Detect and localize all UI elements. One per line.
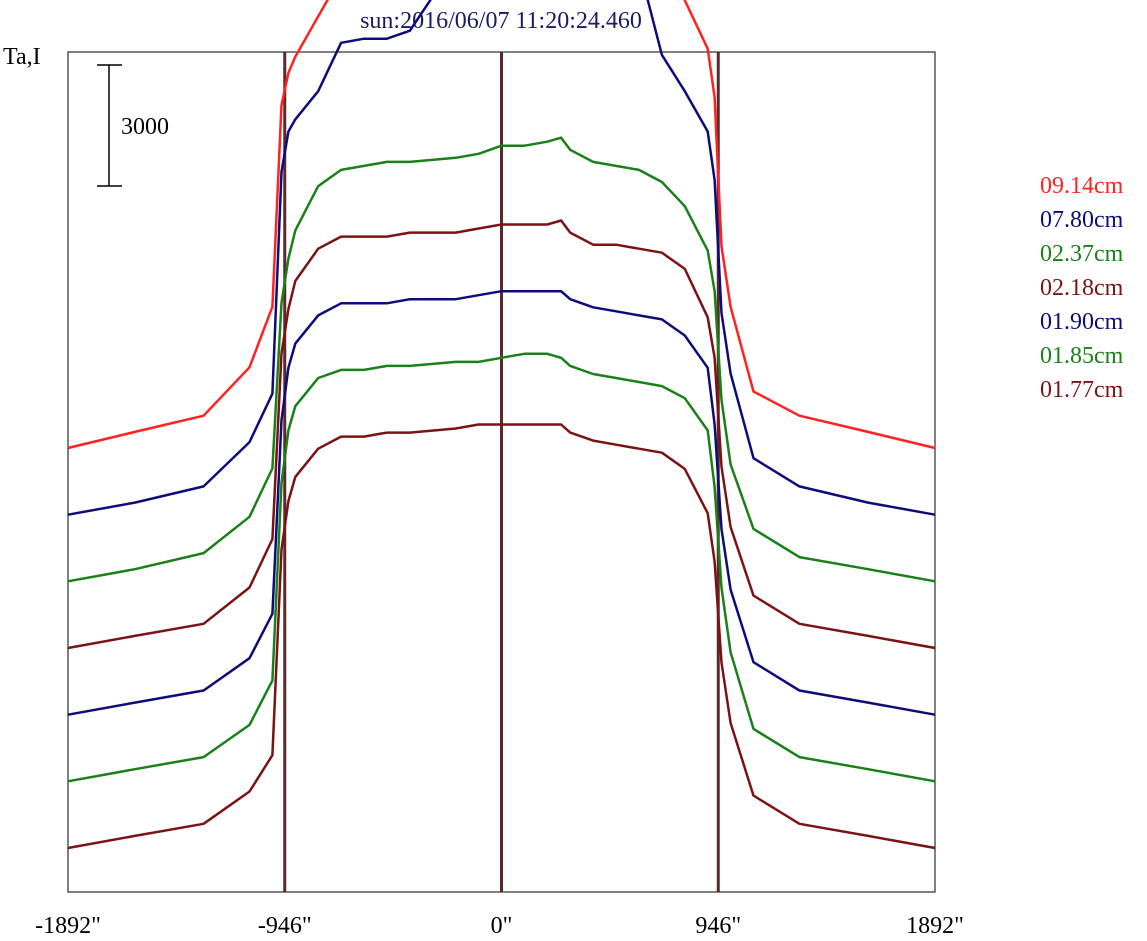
legend-item-02.37cm: 02.37cm xyxy=(1040,241,1124,267)
series-line-01.90cm xyxy=(67,289,936,716)
legend-item-01.90cm: 01.90cm xyxy=(1040,309,1124,335)
series-line-09.14cm xyxy=(67,0,936,450)
x-tick-label-2: 0" xyxy=(491,913,513,939)
series-line-02.37cm xyxy=(67,136,936,583)
legend-item-09.14cm: 09.14cm xyxy=(1040,173,1124,199)
series-line-01.85cm xyxy=(67,352,936,783)
x-tick-label-1: -946" xyxy=(258,913,312,939)
legend-item-07.80cm: 07.80cm xyxy=(1040,207,1124,233)
x-tick-label-3: 946" xyxy=(695,913,741,939)
series-lines xyxy=(67,0,936,850)
legend-item-01.85cm: 01.85cm xyxy=(1040,343,1124,369)
x-tick-labels: -1892" -946" 0" 946" 1892" xyxy=(35,913,964,939)
series-line-07.80cm xyxy=(67,0,936,516)
y-axis-label: Ta,I xyxy=(3,44,41,70)
scale-bar-label: 3000 xyxy=(121,114,169,140)
legend-item-02.18cm: 02.18cm xyxy=(1040,275,1124,301)
series-line-01.77cm xyxy=(67,423,936,850)
x-tick-label-0: -1892" xyxy=(35,913,101,939)
chart-title: sun:2016/06/07 11:20:24.460 xyxy=(360,8,642,34)
series-line-02.18cm xyxy=(67,219,936,650)
legend-item-01.77cm: 01.77cm xyxy=(1040,377,1124,403)
scale-bar: 3000 xyxy=(97,64,169,187)
x-tick-label-4: 1892" xyxy=(906,913,964,939)
legend: 09.14cm 07.80cm 02.37cm 02.18cm 01.90cm 01.85… xyxy=(1040,173,1124,403)
